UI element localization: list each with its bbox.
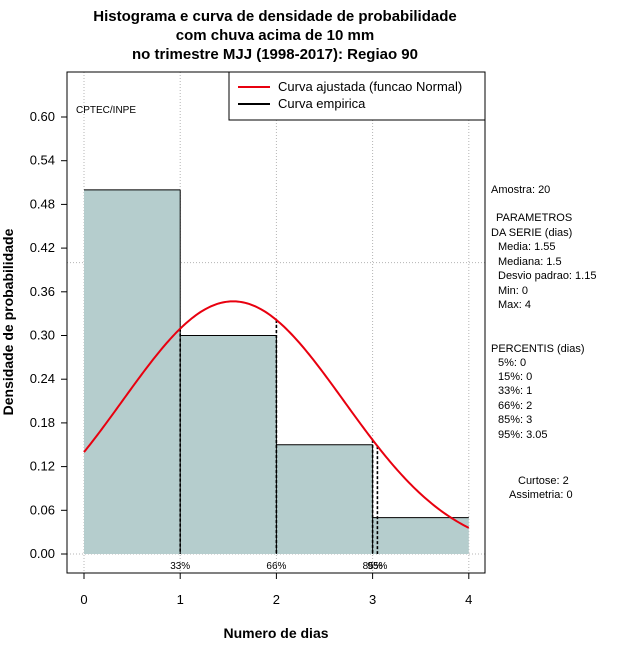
histogram-bar xyxy=(372,517,469,554)
y-tick-label: 0.18 xyxy=(30,415,55,430)
percentile-lines: 33% 66% 85%95% xyxy=(170,319,388,572)
histogram-bars xyxy=(84,189,469,554)
param-median: Mediana: 1.5 xyxy=(498,256,562,268)
legend-box xyxy=(228,71,486,121)
histogram-bar xyxy=(180,335,277,554)
chart-title-line-3: no trimestre MJJ (1998-2017): Regiao 90 xyxy=(132,46,418,63)
y-tick-label: 0.54 xyxy=(30,153,55,168)
percentile-label: 85% xyxy=(363,561,383,572)
percentile-label: 33% xyxy=(170,561,190,572)
normal-curve xyxy=(83,300,470,529)
param-min: Min: 0 xyxy=(498,285,528,297)
percentile-85: 85%: 3 xyxy=(498,414,532,426)
y-tick-label: 0.42 xyxy=(30,240,55,255)
x-tick-label: 2 xyxy=(273,592,280,607)
y-tick-label: 0.60 xyxy=(30,109,55,124)
params-heading-2: DA SERIE (dias) xyxy=(491,227,572,239)
histogram-bar xyxy=(84,189,181,554)
percentile-label: 66% xyxy=(266,561,286,572)
y-tick-label: 0.12 xyxy=(30,459,55,474)
legend-entry-empirical: Curva empirica xyxy=(278,96,366,111)
cptec-annotation: CPTEC/INPE xyxy=(76,105,136,116)
percentile-label: 95% xyxy=(367,561,387,572)
percentile-66: 66%: 2 xyxy=(498,400,532,412)
y-tick-label: 0.48 xyxy=(30,196,55,211)
x-tick-label: 0 xyxy=(80,592,87,607)
y-axis: 0.00 0.06 0.12 0.18 0.24 0.30 0.36 0.42 0.48 0.54… xyxy=(30,109,68,561)
param-std-dev: Desvio padrao: 1.15 xyxy=(498,270,596,282)
y-axis-title: Densidade de probabilidade xyxy=(0,228,16,415)
chart-title-line-2: com chuva acima de 10 mm xyxy=(176,27,374,44)
x-axis-title: Numero de dias xyxy=(223,625,328,641)
statistics-panel: Amostra: 20 PARAMETROS DA SERIE (dias) M… xyxy=(491,184,596,501)
params-heading-1: PARAMETROS xyxy=(496,212,572,224)
kurtosis: Curtose: 2 xyxy=(518,475,569,487)
param-mean: Media: 1.55 xyxy=(498,241,555,253)
y-tick-label: 0.36 xyxy=(30,284,55,299)
percentile-5: 5%: 0 xyxy=(498,357,526,369)
y-tick-label: 0.00 xyxy=(30,546,55,561)
percentile-33: 33%: 1 xyxy=(498,385,532,397)
y-tick-label: 0.06 xyxy=(30,502,55,517)
x-tick-label: 4 xyxy=(465,592,472,607)
chart-title-line-1: Histograma e curva de densidade de proba… xyxy=(93,8,456,25)
histogram-bar xyxy=(276,444,373,554)
percentile-95: 95%: 3.05 xyxy=(498,429,548,441)
legend-entry-normal: Curva ajustada (funcao Normal) xyxy=(278,79,462,94)
percentile-15: 15%: 0 xyxy=(498,371,532,383)
percentiles-heading: PERCENTIS (dias) xyxy=(491,343,585,355)
legend: Curva ajustada (funcao Normal) Curva emp… xyxy=(228,71,486,121)
x-tick-label: 1 xyxy=(177,592,184,607)
y-tick-label: 0.30 xyxy=(30,328,55,343)
x-tick-label: 3 xyxy=(369,592,376,607)
param-max: Max: 4 xyxy=(498,299,531,311)
skewness: Assimetria: 0 xyxy=(509,489,573,501)
y-tick-label: 0.24 xyxy=(30,371,55,386)
x-axis: 0 1 2 3 4 xyxy=(80,572,472,607)
sample-size: Amostra: 20 xyxy=(491,184,550,196)
